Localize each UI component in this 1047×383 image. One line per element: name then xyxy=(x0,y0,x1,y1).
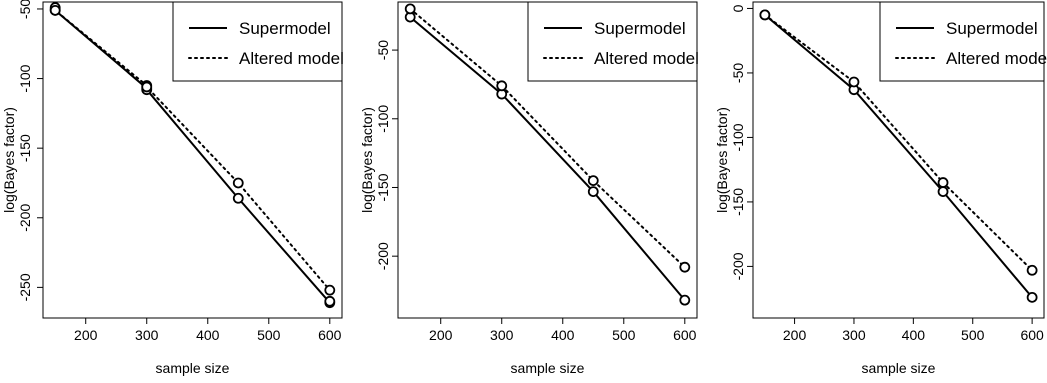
chart-panel-3: 200 300 400 500 600 0 -50 -100 -150 -200 sample si… xyxy=(714,1,1047,376)
data-point-altered-model xyxy=(404,3,416,15)
series-line-supermodel xyxy=(764,14,1033,299)
data-point-supermodel xyxy=(587,186,599,198)
x-axis-label: sample size xyxy=(156,360,230,376)
legend: Supermodel Altered model xyxy=(527,1,699,82)
legend-box xyxy=(172,1,343,82)
chart-panel-1: 200 300 400 500 600 -50 -100 -150 -200 -250 sample… xyxy=(1,0,344,376)
legend-label-supermodel: Supermodel xyxy=(594,19,686,38)
x-tick-label: 400 xyxy=(196,327,220,343)
data-point-altered-model xyxy=(587,175,599,187)
y-axis-label: log(Bayes factor) xyxy=(359,107,375,213)
data-point-altered-model xyxy=(848,76,860,88)
y-tick-label: -150 xyxy=(17,134,33,162)
y-tick-label: -200 xyxy=(375,242,391,270)
legend-label-altered-model: Altered model xyxy=(239,49,344,68)
x-tick-label: 200 xyxy=(429,327,453,343)
y-tick-label: -100 xyxy=(17,64,33,92)
y-tick-label: -200 xyxy=(730,252,746,280)
x-axis-label: sample size xyxy=(511,360,585,376)
x-tick-label: 500 xyxy=(961,327,985,343)
data-point-altered-model xyxy=(49,4,61,16)
data-point-altered-model xyxy=(679,261,691,273)
data-point-supermodel xyxy=(1026,291,1038,303)
legend-box xyxy=(527,1,698,82)
y-tick-label: -150 xyxy=(730,188,746,216)
legend: Supermodel Altered model xyxy=(879,1,1047,82)
x-tick-label: 200 xyxy=(74,327,98,343)
legend-label-supermodel: Supermodel xyxy=(239,19,331,38)
x-tick-label: 400 xyxy=(902,327,926,343)
data-point-altered-model xyxy=(324,284,336,296)
data-point-altered-model xyxy=(759,9,771,21)
x-tick-label: 300 xyxy=(135,327,159,343)
y-tick-label: 0 xyxy=(730,4,746,12)
x-tick-label: 300 xyxy=(490,327,514,343)
data-point-supermodel xyxy=(324,295,336,307)
chart-panel-2: 200 300 400 500 600 -50 -100 -150 -200 sample siz… xyxy=(359,1,699,376)
x-tick-label: 400 xyxy=(551,327,575,343)
legend-label-altered-model: Altered model xyxy=(946,49,1047,68)
x-tick-label: 200 xyxy=(783,327,807,343)
x-tick-label: 600 xyxy=(318,327,342,343)
legend-box xyxy=(879,1,1045,82)
y-tick-label: -150 xyxy=(375,173,391,201)
y-tick-label: -200 xyxy=(17,204,33,232)
y-tick-label: -50 xyxy=(375,40,391,60)
y-tick-label: -100 xyxy=(730,123,746,151)
data-point-supermodel xyxy=(937,186,949,198)
series-line-altered-model xyxy=(763,13,1034,272)
y-tick-label: -50 xyxy=(730,63,746,83)
y-axis-label: log(Bayes factor) xyxy=(1,107,17,213)
y-axis-label: log(Bayes factor) xyxy=(714,107,730,213)
x-axis-label: sample size xyxy=(862,360,936,376)
legend-label-altered-model: Altered model xyxy=(594,49,699,68)
data-point-altered-model xyxy=(232,177,244,189)
x-tick-label: 600 xyxy=(673,327,697,343)
data-point-supermodel xyxy=(232,192,244,204)
data-point-altered-model xyxy=(496,80,508,92)
y-tick-label: -250 xyxy=(17,273,33,301)
x-tick-label: 500 xyxy=(612,327,636,343)
data-point-altered-model xyxy=(141,81,153,93)
legend: Supermodel Altered model xyxy=(172,1,344,82)
data-point-supermodel xyxy=(679,294,691,306)
y-tick-label: -50 xyxy=(17,0,33,19)
x-tick-label: 300 xyxy=(842,327,866,343)
data-point-altered-model xyxy=(937,177,949,188)
legend-label-supermodel: Supermodel xyxy=(946,19,1038,38)
series-line-supermodel xyxy=(409,16,686,301)
series-line-altered-model xyxy=(409,7,686,269)
x-tick-label: 500 xyxy=(257,327,281,343)
data-point-altered-model xyxy=(1026,264,1038,276)
x-tick-label: 600 xyxy=(1020,327,1044,343)
y-tick-label: -100 xyxy=(375,105,391,133)
